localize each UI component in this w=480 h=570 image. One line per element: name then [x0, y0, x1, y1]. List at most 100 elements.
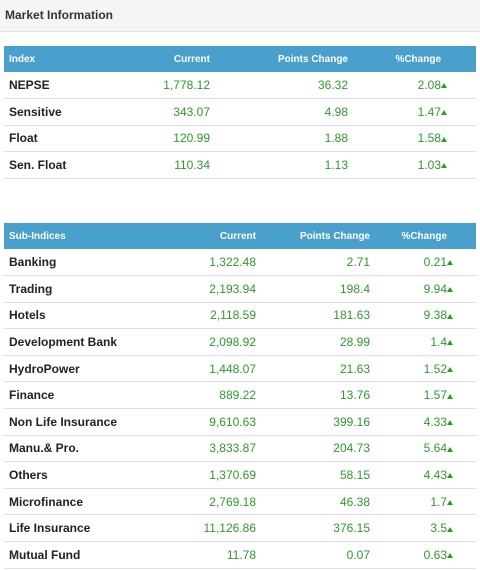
up-arrow-icon [447, 473, 453, 479]
row-points-change: 58.15 [256, 461, 370, 489]
row-current: 3,833.87 [159, 435, 256, 463]
sub-indices-table-header: Sub-Indices Current Points Change %Chang… [4, 223, 476, 249]
row-trend [447, 435, 476, 463]
row-pct-change: 1.4 [370, 328, 447, 356]
row-points-change: 13.76 [256, 381, 370, 410]
up-arrow-icon [441, 163, 447, 169]
row-pct-change: 1.52 [370, 355, 447, 383]
row-name: HydroPower [4, 355, 159, 383]
row-pct-change: 1.57 [370, 381, 447, 410]
up-arrow-icon [447, 260, 453, 266]
row-points-change: 28.99 [256, 328, 370, 356]
up-arrow-icon [441, 110, 447, 116]
row-current: 2,769.18 [159, 488, 256, 516]
col-header-sub-indices: Sub-Indices [4, 223, 159, 249]
row-points-change: 21.63 [256, 355, 370, 383]
row-name: Life Insurance [4, 514, 159, 543]
row-trend [447, 541, 476, 569]
row-current: 1,322.48 [159, 249, 256, 277]
table-row: Mutual Fund 11.78 0.07 0.63 [4, 541, 476, 569]
table-row: Others 1,370.69 58.15 4.43 [4, 461, 476, 489]
up-arrow-icon [447, 287, 453, 293]
row-trend [441, 151, 476, 179]
row-points-change: 1.88 [210, 125, 348, 152]
row-name: Hotels [4, 302, 159, 330]
row-pct-change: 1.03 [348, 151, 441, 179]
row-name: Development Bank [4, 328, 159, 356]
row-pct-change: 1.47 [348, 98, 441, 126]
row-pct-change: 3.5 [370, 514, 447, 543]
sub-indices-table: Sub-Indices Current Points Change %Chang… [4, 223, 476, 569]
row-name: Others [4, 461, 159, 489]
row-name: Microfinance [4, 488, 159, 516]
col-header-pct-change: %Change [370, 223, 447, 249]
row-trend [447, 488, 476, 516]
row-trend [447, 514, 476, 543]
row-trend [447, 381, 476, 410]
up-arrow-icon [447, 446, 453, 452]
row-points-change: 0.07 [256, 541, 370, 569]
table-row: Banking 1,322.48 2.71 0.21 [4, 249, 476, 277]
row-points-change: 198.4 [256, 275, 370, 303]
table-row: Sensitive 343.07 4.98 1.47 [4, 98, 476, 126]
col-header-trend [441, 46, 476, 72]
row-name: Float [4, 125, 112, 152]
up-arrow-icon [447, 393, 453, 399]
row-current: 110.34 [112, 151, 210, 179]
row-name: Banking [4, 249, 159, 277]
row-points-change: 46.38 [256, 488, 370, 516]
row-trend [441, 72, 476, 99]
row-name: Mutual Fund [4, 541, 159, 569]
row-pct-change: 5.64 [370, 435, 447, 463]
up-arrow-icon [441, 136, 447, 142]
row-current: 120.99 [112, 125, 210, 152]
row-trend [441, 125, 476, 152]
index-table: Index Current Points Change %Change NEPS… [4, 46, 476, 179]
row-current: 1,448.07 [159, 355, 256, 383]
row-name: Finance [4, 381, 159, 410]
table-row: Hotels 2,118.59 181.63 9.38 [4, 302, 476, 330]
row-pct-change: 1.7 [370, 488, 447, 516]
panel-title: Market Information [5, 8, 114, 22]
table-row: Trading 2,193.94 198.4 9.94 [4, 275, 476, 303]
row-pct-change: 4.43 [370, 461, 447, 489]
table-row: Float 120.99 1.88 1.58 [4, 125, 476, 152]
row-pct-change: 2.08 [348, 72, 441, 99]
row-trend [447, 355, 476, 383]
col-header-current: Current [159, 223, 256, 249]
table-row: Finance 889.22 13.76 1.57 [4, 381, 476, 410]
col-header-pct-change: %Change [348, 46, 441, 72]
row-name: Manu.& Pro. [4, 435, 159, 463]
up-arrow-icon [447, 526, 453, 532]
panel-header: Market Information [0, 0, 480, 32]
row-trend [447, 461, 476, 489]
up-arrow-icon [447, 553, 453, 559]
row-points-change: 399.16 [256, 408, 370, 436]
row-trend [441, 98, 476, 126]
table-row: Manu.& Pro. 3,833.87 204.73 5.64 [4, 435, 476, 463]
table-row: Life Insurance 11,126.86 376.15 3.5 [4, 514, 476, 543]
row-points-change: 204.73 [256, 435, 370, 463]
row-pct-change: 0.21 [370, 249, 447, 277]
col-header-points-change: Points Change [210, 46, 348, 72]
row-pct-change: 1.58 [348, 125, 441, 152]
row-current: 11,126.86 [159, 514, 256, 543]
row-trend [447, 328, 476, 356]
up-arrow-icon [447, 499, 453, 505]
table-row: Development Bank 2,098.92 28.99 1.4 [4, 328, 476, 356]
row-current: 2,098.92 [159, 328, 256, 356]
row-name: Sen. Float [4, 151, 112, 179]
table-row: HydroPower 1,448.07 21.63 1.52 [4, 355, 476, 383]
row-current: 2,193.94 [159, 275, 256, 303]
row-current: 9,610.63 [159, 408, 256, 436]
row-name: Trading [4, 275, 159, 303]
col-header-current: Current [112, 46, 210, 72]
row-points-change: 181.63 [256, 302, 370, 330]
row-pct-change: 4.33 [370, 408, 447, 436]
row-points-change: 2.71 [256, 249, 370, 277]
row-name: Non Life Insurance [4, 408, 159, 436]
row-points-change: 4.98 [210, 98, 348, 126]
row-current: 343.07 [112, 98, 210, 126]
row-trend [447, 302, 476, 330]
table-row: Sen. Float 110.34 1.13 1.03 [4, 151, 476, 179]
